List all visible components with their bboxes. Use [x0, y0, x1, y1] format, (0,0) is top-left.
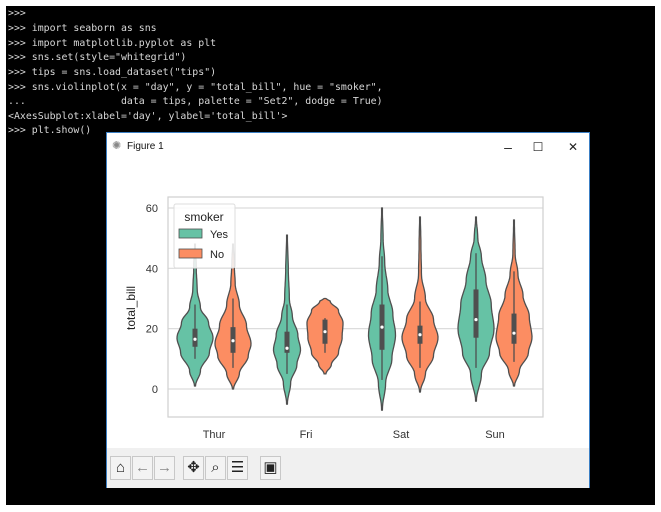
terminal-line: >>> sns.violinplot(x = "day", y = "total…	[8, 82, 383, 93]
figure-window: ✺ Figure 1 – ☐ ✕ 0 20 40 60 Thur Fri Sat Sun t…	[106, 132, 590, 488]
violin-yes-fri	[272, 234, 302, 405]
home-icon: ⌂	[115, 459, 126, 476]
median-marker	[193, 337, 197, 341]
legend-label-yes: Yes	[210, 229, 228, 241]
back-icon: ←	[135, 459, 150, 476]
violin-plot: 0 20 40 60 Thur Fri Sat Sun total_bill smoker …	[124, 196, 544, 441]
zoom-icon: ⌕	[211, 459, 220, 476]
terminal-line: <AxesSubplot:xlabel='day', ylabel='total…	[8, 111, 288, 122]
configure-subplots-icon: ☰	[230, 459, 245, 476]
terminal-line: >>> plt.show()	[8, 125, 92, 136]
save-icon: ▣	[263, 459, 278, 476]
median-marker	[418, 333, 422, 337]
x-tick-label: Sat	[393, 429, 410, 441]
median-marker	[285, 346, 289, 350]
median-marker	[512, 331, 516, 335]
terminal-line: >>> sns.set(style="whitegrid")	[8, 52, 187, 63]
median-marker	[231, 339, 235, 343]
terminal-line: ... data = tips, palette = "Set2", dodge…	[8, 96, 383, 107]
legend-label-no: No	[210, 249, 224, 261]
forward-button[interactable]: →	[154, 456, 175, 480]
legend: smoker Yes No	[173, 203, 236, 269]
pan-button[interactable]: ✥	[183, 456, 204, 480]
title-bar[interactable]: ✺ Figure 1 – ☐ ✕	[107, 133, 589, 161]
zoom-button[interactable]: ⌕	[205, 456, 226, 480]
iqr-box	[284, 331, 290, 353]
violin-no-sun	[495, 219, 533, 387]
violin-no-fri	[306, 297, 344, 375]
legend-swatch-yes	[178, 228, 203, 239]
forward-icon: →	[157, 459, 172, 476]
legend-title: smoker	[184, 210, 223, 224]
median-marker	[323, 330, 327, 334]
y-tick-label: 20	[146, 324, 158, 336]
terminal-line: >>> import matplotlib.pyplot as plt	[8, 38, 217, 49]
axes-frame	[167, 196, 544, 418]
pan-icon: ✥	[187, 459, 200, 476]
y-tick-label: 0	[152, 384, 158, 396]
violin-yes-sun	[457, 216, 495, 402]
x-tick-label: Sun	[485, 429, 505, 441]
legend-swatch-no	[178, 248, 203, 259]
iqr-box	[511, 313, 517, 344]
save-button[interactable]: ▣	[260, 456, 281, 480]
iqr-box	[473, 289, 479, 338]
close-button[interactable]: ✕	[567, 140, 579, 154]
back-button[interactable]: ←	[132, 456, 153, 480]
violin-no-sat	[401, 216, 439, 393]
minimize-button[interactable]: –	[504, 139, 512, 155]
x-tick-label: Fri	[300, 429, 313, 441]
maximize-button[interactable]: ☐	[532, 140, 544, 154]
window-title: Figure 1	[127, 141, 164, 152]
y-tick-label: 40	[146, 263, 158, 275]
y-tick-label: 60	[146, 203, 158, 215]
median-marker	[380, 325, 384, 329]
matplotlib-icon: ✺	[112, 140, 122, 152]
x-tick-label: Thur	[203, 429, 226, 441]
violin-yes-sat	[367, 207, 397, 411]
configure-subplots-button[interactable]: ☰	[227, 456, 248, 480]
median-marker	[474, 318, 478, 322]
navigation-toolbar: ⌂ ← → ✥ ⌕ ☰ ▣	[107, 448, 589, 488]
terminal-line: >>>	[8, 8, 26, 19]
terminal-line: >>> tips = sns.load_dataset("tips")	[8, 67, 217, 78]
y-axis-label: total_bill	[124, 286, 138, 330]
terminal-line: >>> import seaborn as sns	[8, 23, 157, 34]
home-button[interactable]: ⌂	[110, 456, 131, 480]
